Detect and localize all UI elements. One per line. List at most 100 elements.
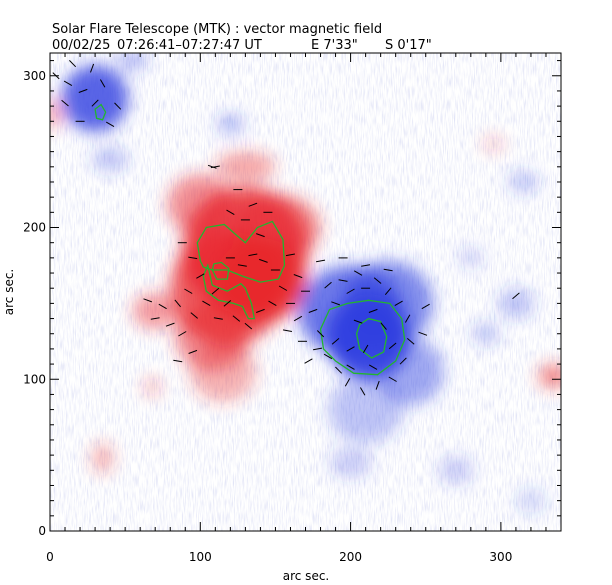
positive-field-region (538, 364, 561, 389)
field-vector (331, 338, 340, 345)
y-axis-label: arc sec. (2, 269, 16, 315)
field-vector (207, 164, 217, 169)
positive-field-region (167, 174, 234, 236)
field-vector (368, 308, 378, 313)
negative-field-region (117, 53, 148, 70)
field-vector (248, 202, 258, 207)
field-vector (394, 300, 403, 307)
field-vector (308, 308, 318, 313)
field-vector (331, 301, 340, 306)
field-vector (278, 285, 288, 291)
field-vector (293, 315, 303, 322)
negative-field-contour (94, 103, 107, 121)
field-vector (256, 308, 265, 313)
field-vector (404, 314, 411, 323)
field-vector (213, 317, 223, 320)
field-vector (173, 359, 183, 363)
positive-field-contour (211, 261, 230, 280)
field-vector (512, 292, 520, 300)
y-tick-label: 200 (23, 221, 46, 235)
negative-field-region (437, 456, 474, 484)
field-vector (63, 80, 73, 87)
x-tick-label: 0 (46, 550, 54, 564)
transverse-field-vectors (52, 60, 520, 396)
field-vector (196, 273, 205, 279)
field-vector (304, 358, 313, 364)
field-vector (335, 366, 343, 374)
positive-field-contour (202, 263, 256, 320)
observation-time-range: 07:26:41–07:27:47 UT (117, 38, 262, 53)
field-vector (388, 342, 397, 350)
field-vector (346, 346, 355, 352)
positive-field-region (50, 98, 63, 129)
field-vector (344, 378, 351, 387)
field-vector (353, 319, 363, 324)
field-vector (285, 253, 295, 257)
negative-field-region (92, 147, 129, 172)
field-vector (184, 288, 193, 294)
field-vector (223, 300, 232, 307)
field-vector (323, 353, 333, 360)
field-vector (99, 79, 106, 88)
y-tick-label: 300 (23, 69, 46, 83)
positive-field-region (215, 151, 276, 182)
field-vector (211, 287, 220, 295)
field-vector (268, 300, 277, 307)
field-vector (158, 303, 167, 310)
positive-field-contour (196, 220, 286, 283)
field-vector (188, 256, 198, 260)
positive-field-region (92, 442, 114, 474)
field-vector (338, 279, 348, 282)
x-axis-ticks: 0 100 200 300 (46, 53, 562, 564)
field-vector (237, 264, 247, 267)
position-north-south: S 0'17" (385, 38, 432, 53)
y-tick-label: 100 (23, 372, 46, 386)
field-vector (114, 102, 122, 110)
field-vector (406, 338, 415, 345)
negative-field-region (458, 248, 483, 267)
negative-field-region (515, 488, 546, 513)
observation-date: 00/02/25 (52, 38, 110, 53)
field-vector (346, 288, 355, 294)
field-vector (143, 298, 153, 303)
field-vector (353, 270, 363, 276)
field-vector (165, 322, 175, 327)
field-vector (293, 274, 303, 279)
plot-area (50, 53, 561, 531)
positive-field-region (482, 136, 504, 152)
field-vector (361, 264, 371, 267)
negative-field-region (497, 288, 534, 319)
field-vector (190, 312, 199, 319)
field-vector (259, 258, 268, 263)
field-vector (359, 387, 366, 396)
field-vector (316, 330, 325, 338)
field-vector (174, 299, 181, 308)
negative-field-region (328, 376, 404, 443)
field-vector (91, 99, 99, 107)
x-tick-label: 200 (339, 550, 362, 564)
positive-field-region (132, 292, 178, 330)
field-vector (178, 331, 187, 337)
field-vector (244, 322, 253, 330)
field-vector (346, 364, 355, 370)
y-axis-ticks: 0 100 200 300 (23, 60, 561, 538)
figure-title: Solar Flare Telescope (MTK) : vector mag… (52, 22, 382, 37)
field-vector (256, 233, 265, 238)
y-tick-label: 0 (38, 524, 46, 538)
field-vector (188, 349, 198, 354)
field-vector (421, 303, 430, 310)
negative-field-region (329, 447, 372, 478)
field-vector (362, 344, 369, 354)
field-vector (226, 209, 235, 216)
field-vector (150, 317, 160, 320)
positive-field-region (189, 341, 256, 403)
field-vector (69, 60, 77, 68)
field-vector (313, 347, 323, 351)
negative-field-region (62, 65, 129, 132)
positive-field-region (143, 377, 162, 396)
position-east-west: E 7'33" (311, 38, 358, 53)
field-vector (202, 300, 211, 307)
field-vector (282, 329, 292, 332)
field-vector (61, 99, 69, 107)
